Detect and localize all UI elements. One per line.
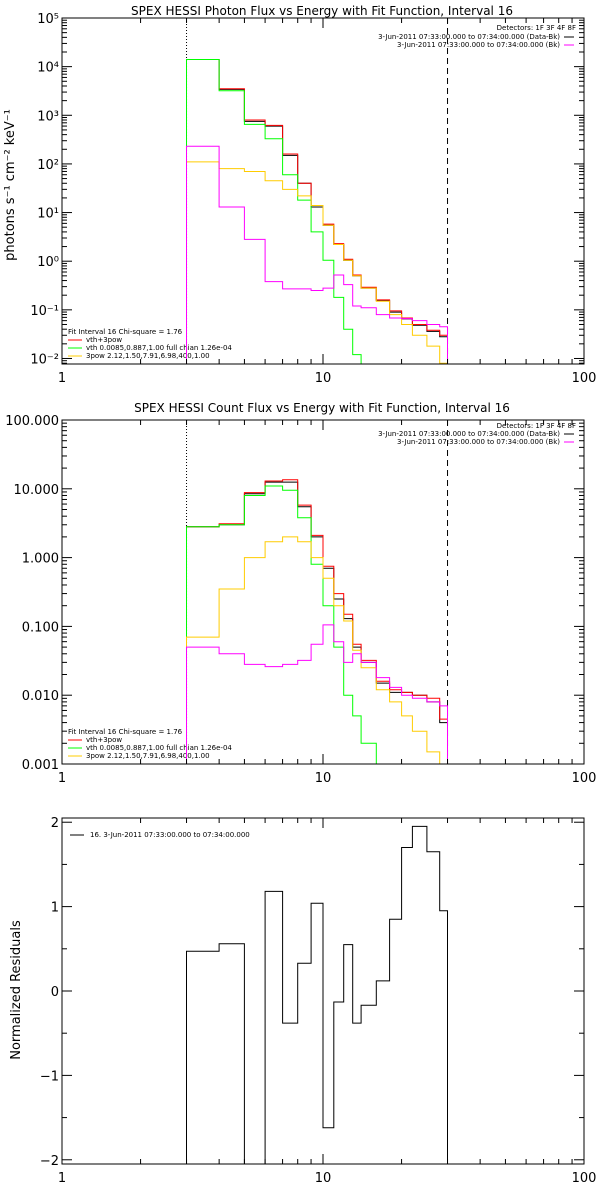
photon-flux-ylabel: photons s⁻¹ cm⁻² keV⁻¹: [3, 109, 18, 261]
y-tick-label: 10²: [37, 158, 59, 173]
photon-legend-bk: 3-Jun-2011 07:33:00.000 to 07:34:00.000 …: [397, 41, 560, 49]
y-tick-label: 10⁰: [37, 255, 59, 270]
photon-legend-data: 3-Jun-2011 07:33:00.000 to 07:34:00.000 …: [378, 33, 560, 41]
x-tick-label: 1: [58, 771, 66, 786]
count-flux-panel: SPEX HESSI Count Flux vs Energy with Fit…: [5, 401, 596, 786]
x-tick-label: 10: [315, 371, 332, 386]
series-vth: [186, 59, 448, 364]
count-fit-header: Fit Interval 16 Chi-square = 1.76: [68, 728, 183, 736]
series-bk: [186, 624, 448, 764]
y-tick-label: 10³: [37, 109, 59, 124]
count-legend-bk: 3-Jun-2011 07:33:00.000 to 07:34:00.000 …: [397, 438, 560, 446]
count-legend-header: Detectors: 1F 3F 4F 8F: [497, 422, 576, 430]
count-flux-title: SPEX HESSI Count Flux vs Energy with Fit…: [134, 401, 510, 415]
photon-fit-3pow: 3pow 2.12,1.50,7.91,6.98,400,1.00: [86, 352, 210, 360]
y-tick-label: 0: [51, 985, 59, 1000]
series-3pow: [186, 536, 448, 764]
series-3pow: [186, 161, 448, 364]
y-tick-label: 1.000: [22, 552, 59, 567]
series-16: [186, 825, 448, 1164]
x-tick-label: 1: [58, 371, 66, 386]
y-tick-label: 1: [51, 901, 59, 916]
y-tick-label: 10⁵: [37, 12, 59, 27]
y-tick-label: −1: [40, 1069, 59, 1084]
x-tick-label: 10: [315, 1171, 332, 1186]
plot-frame: [61, 17, 585, 365]
series-vth: [186, 485, 448, 764]
series-group: [186, 825, 448, 1164]
photon-flux-panel: SPEX HESSI Photon Flux vs Energy with Fi…: [3, 4, 596, 386]
series-vth-3pow: [186, 479, 448, 764]
series-bk: [186, 145, 448, 364]
photon-flux-title: SPEX HESSI Photon Flux vs Energy with Fi…: [131, 4, 513, 18]
photon-fit-total: vth+3pow: [86, 336, 122, 344]
y-tick-label: 10⁴: [37, 61, 59, 76]
x-tick-label: 1: [58, 1171, 66, 1186]
y-tick-label: 10⁻¹: [30, 304, 59, 319]
photon-fit-vth: vth 0.0085,0.887,1.00 full chian 1.26e-0…: [86, 344, 232, 352]
count-legend-data: 3-Jun-2011 07:33:00.000 to 07:34:00.000 …: [378, 430, 560, 438]
photon-fit-header: Fit Interval 16 Chi-square = 1.76: [68, 328, 183, 336]
y-tick-label: 10⁻²: [30, 352, 59, 367]
x-tick-label: 100: [572, 1171, 597, 1186]
residuals-ylabel: Normalized Residuals: [9, 920, 24, 1060]
residuals-legend: 16. 3-Jun-2011 07:33:00.000 to 07:34:00.…: [90, 831, 250, 839]
y-tick-label: −2: [40, 1154, 59, 1169]
count-fit-total: vth+3pow: [86, 736, 122, 744]
residuals-panel: Normalized Residuals 16. 3-Jun-2011 07:3…: [9, 816, 596, 1186]
x-tick-label: 100: [572, 371, 597, 386]
series-group: [186, 59, 448, 364]
y-tick-label: 10.000: [14, 483, 60, 498]
x-tick-label: 10: [315, 771, 332, 786]
x-tick-label: 100: [572, 771, 597, 786]
count-fit-vth: vth 0.0085,0.887,1.00 full chian 1.26e-0…: [86, 744, 232, 752]
photon-legend-header: Detectors: 1F 3F 4F 8F: [497, 24, 576, 32]
y-tick-label: 0.100: [22, 620, 59, 635]
y-tick-label: 0.010: [22, 689, 59, 704]
y-tick-label: 0.001: [22, 758, 59, 773]
y-tick-label: 100.000: [5, 414, 59, 429]
y-tick-label: 2: [51, 816, 59, 831]
count-fit-3pow: 3pow 2.12,1.50,7.91,6.98,400,1.00: [86, 752, 210, 760]
y-tick-label: 10¹: [37, 207, 59, 222]
series-group: [186, 479, 448, 764]
